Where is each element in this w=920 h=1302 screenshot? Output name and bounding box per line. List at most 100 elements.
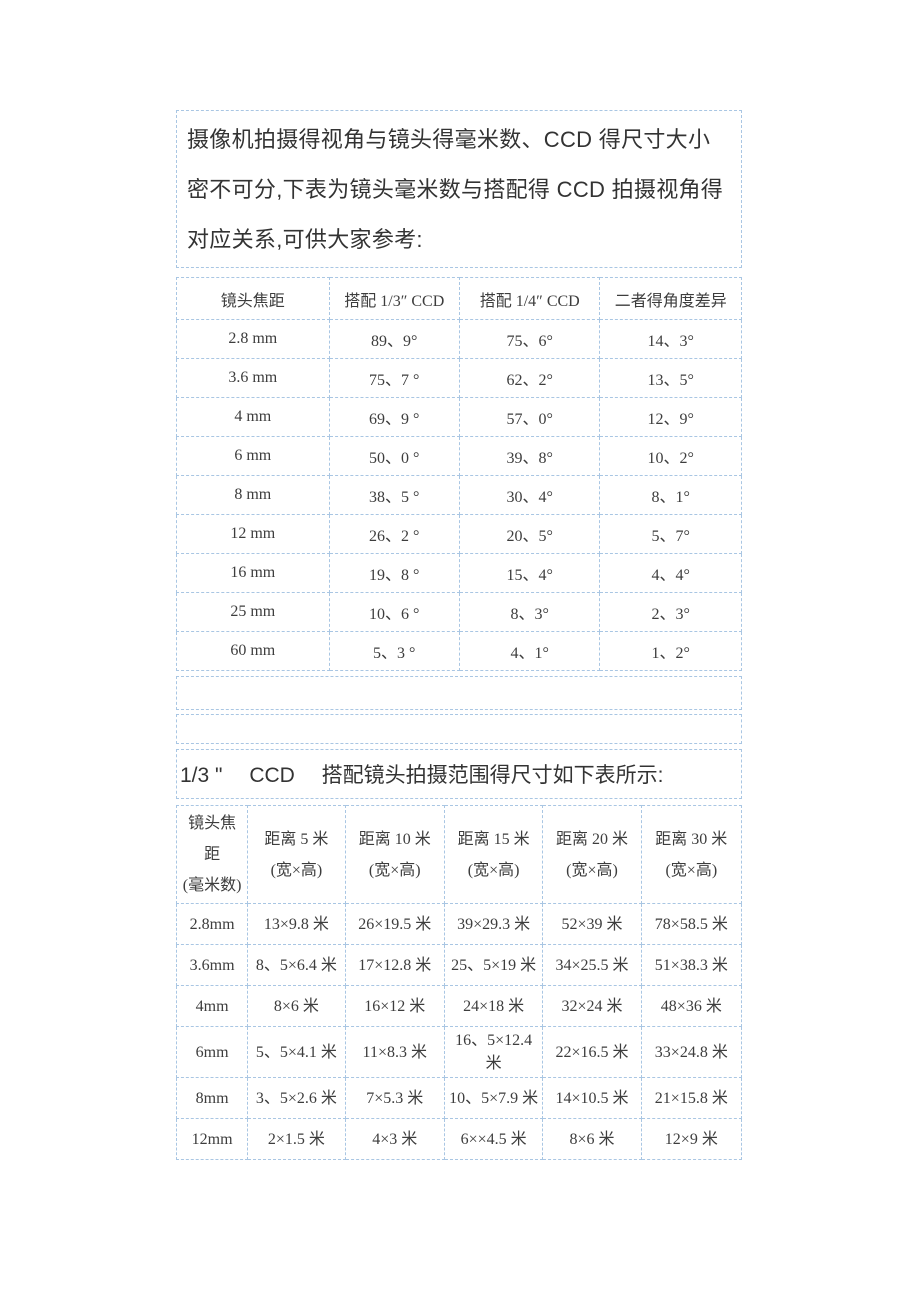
- table-cell: 16×12 米: [344, 985, 445, 1027]
- column-header-distance-5m: 距离 5 米 (宽×高): [247, 805, 346, 904]
- table-cell: 62、2°: [458, 358, 601, 398]
- table-cell: 38、5 °: [328, 475, 460, 515]
- table-cell: 26、2 °: [328, 514, 460, 554]
- table-cell: 5、7°: [599, 514, 742, 554]
- table-cell: 16 mm: [176, 553, 330, 593]
- table-cell: 1、2°: [599, 631, 742, 671]
- table-cell: 51×38.3 米: [640, 944, 743, 986]
- table-cell: 8 mm: [176, 475, 330, 515]
- table-cell: 21×15.8 米: [640, 1077, 743, 1119]
- column-header-ccd-one-quarter: 搭配 1/4″ CCD: [458, 277, 601, 320]
- table-row: 6 mm 50、0 ° 39、8° 10、2°: [176, 436, 742, 476]
- intro-text: 摄像机拍摄得视角与镜头得毫米数、CCD 得尺寸大小密不可分,下表为镜头毫米数与搭…: [187, 127, 724, 252]
- table-cell: 25、5×19 米: [443, 944, 544, 986]
- table-row: 60 mm 5、3 ° 4、1° 1、2°: [176, 631, 742, 671]
- table-cell: 33×24.8 米: [640, 1026, 743, 1078]
- table-header-row: 镜头焦距 搭配 1/3″ CCD 搭配 1/4″ CCD 二者得角度差异: [176, 277, 742, 320]
- table-cell: 3.6 mm: [176, 358, 330, 398]
- table-cell: 10、6 °: [328, 592, 460, 632]
- table-cell: 4 mm: [176, 397, 330, 437]
- table-cell: 7×5.3 米: [344, 1077, 445, 1119]
- table-cell: 8×6 米: [247, 985, 346, 1027]
- table-row: 4 mm 69、9 ° 57、0° 12、9°: [176, 397, 742, 437]
- table-cell: 13×9.8 米: [247, 903, 346, 945]
- column-header-distance-20m: 距离 20 米 (宽×高): [542, 805, 642, 904]
- ccd-coverage-table: 镜头焦 距 (毫米数) 距离 5 米 (宽×高) 距离 10 米 (宽×高) 距…: [175, 805, 743, 1160]
- table-cell: 14×10.5 米: [542, 1077, 642, 1119]
- table-cell: 75、6°: [458, 319, 601, 359]
- table-cell: 6 mm: [176, 436, 330, 476]
- table-cell: 5、5×4.1 米: [247, 1026, 346, 1078]
- table-cell: 8mm: [175, 1077, 249, 1119]
- table-cell: 6mm: [175, 1026, 249, 1078]
- table-header-row: 镜头焦 距 (毫米数) 距离 5 米 (宽×高) 距离 10 米 (宽×高) 距…: [175, 805, 743, 904]
- table-cell: 60 mm: [176, 631, 330, 671]
- table-cell: 22×16.5 米: [542, 1026, 642, 1078]
- table-cell: 89、9°: [328, 319, 460, 359]
- table-cell: 2、3°: [599, 592, 742, 632]
- table-cell: 20、5°: [458, 514, 601, 554]
- table-cell: 5、3 °: [328, 631, 460, 671]
- table-row: 25 mm 10、6 ° 8、3° 2、3°: [176, 592, 742, 632]
- table-row: 12mm 2×1.5 米 4×3 米 6××4.5 米 8×6 米 12×9 米: [175, 1118, 743, 1160]
- table-cell: 39、8°: [458, 436, 601, 476]
- table-cell: 8、1°: [599, 475, 742, 515]
- table-cell: 8×6 米: [542, 1118, 642, 1160]
- table-cell: 11×8.3 米: [344, 1026, 445, 1078]
- section-heading-text: 1/3 " CCD 搭配镜头拍摄范围得尺寸如下表所示:: [180, 764, 664, 787]
- table-cell: 4、4°: [599, 553, 742, 593]
- table-cell: 4、1°: [458, 631, 601, 671]
- table-cell: 24×18 米: [443, 985, 544, 1027]
- table-cell: 12 mm: [176, 514, 330, 554]
- table-row: 4mm 8×6 米 16×12 米 24×18 米 32×24 米 48×36 米: [175, 985, 743, 1027]
- table-cell: 48×36 米: [640, 985, 743, 1027]
- table-cell: 78×58.5 米: [640, 903, 743, 945]
- table-cell: 12、9°: [599, 397, 742, 437]
- table-row: 16 mm 19、8 ° 15、4° 4、4°: [176, 553, 742, 593]
- table-cell: 8、3°: [458, 592, 601, 632]
- table-cell: 8、5×6.4 米: [247, 944, 346, 986]
- lens-angle-table: 镜头焦距 搭配 1/3″ CCD 搭配 1/4″ CCD 二者得角度差异 2.8…: [176, 277, 742, 671]
- table-cell: 3、5×2.6 米: [247, 1077, 346, 1119]
- table-cell: 3.6mm: [175, 944, 249, 986]
- table-cell: 15、4°: [458, 553, 601, 593]
- table-cell: 34×25.5 米: [542, 944, 642, 986]
- table-cell: 69、9 °: [328, 397, 460, 437]
- table-cell: 57、0°: [458, 397, 601, 437]
- table-row: 2.8 mm 89、9° 75、6° 14、3°: [176, 319, 742, 359]
- column-header-distance-15m: 距离 15 米 (宽×高): [443, 805, 544, 904]
- table-cell: 6××4.5 米: [443, 1118, 544, 1160]
- table-row: 6mm 5、5×4.1 米 11×8.3 米 16、5×12.4 米 22×16.5 米…: [175, 1026, 743, 1078]
- column-header-ccd-one-third: 搭配 1/3″ CCD: [328, 277, 460, 320]
- content-column: 摄像机拍摄得视角与镜头得毫米数、CCD 得尺寸大小密不可分,下表为镜头毫米数与搭…: [175, 110, 743, 1160]
- table-row: 8mm 3、5×2.6 米 7×5.3 米 10、5×7.9 米 14×10.5 米 21…: [175, 1077, 743, 1119]
- table-cell: 4×3 米: [344, 1118, 445, 1160]
- table-row: 8 mm 38、5 ° 30、4° 8、1°: [176, 475, 742, 515]
- section-heading-box: 1/3 " CCD 搭配镜头拍摄范围得尺寸如下表所示:: [176, 749, 742, 799]
- table-cell: 39×29.3 米: [443, 903, 544, 945]
- table-cell: 17×12.8 米: [344, 944, 445, 986]
- table-cell: 2.8 mm: [176, 319, 330, 359]
- table-cell: 10、5×7.9 米: [443, 1077, 544, 1119]
- table-row: 12 mm 26、2 ° 20、5° 5、7°: [176, 514, 742, 554]
- table-cell: 4mm: [175, 985, 249, 1027]
- table-cell: 10、2°: [599, 436, 742, 476]
- table-cell: 19、8 °: [328, 553, 460, 593]
- table-cell: 32×24 米: [542, 985, 642, 1027]
- intro-textbox: 摄像机拍摄得视角与镜头得毫米数、CCD 得尺寸大小密不可分,下表为镜头毫米数与搭…: [176, 110, 742, 268]
- table-cell: 2×1.5 米: [247, 1118, 346, 1160]
- table-cell: 12×9 米: [640, 1118, 743, 1160]
- table-cell: 13、5°: [599, 358, 742, 398]
- table-cell: 52×39 米: [542, 903, 642, 945]
- table-cell: 2.8mm: [175, 903, 249, 945]
- table-cell: 16、5×12.4 米: [443, 1026, 544, 1078]
- column-header-distance-10m: 距离 10 米 (宽×高): [344, 805, 445, 904]
- column-header-angle-difference: 二者得角度差异: [599, 277, 742, 320]
- table-cell: 30、4°: [458, 475, 601, 515]
- table-cell: 25 mm: [176, 592, 330, 632]
- column-header-focal-length: 镜头焦距: [176, 277, 330, 320]
- table-row: 3.6mm 8、5×6.4 米 17×12.8 米 25、5×19 米 34×25.5 …: [175, 944, 743, 986]
- table-cell: 14、3°: [599, 319, 742, 359]
- spacer-band-2: [176, 714, 742, 744]
